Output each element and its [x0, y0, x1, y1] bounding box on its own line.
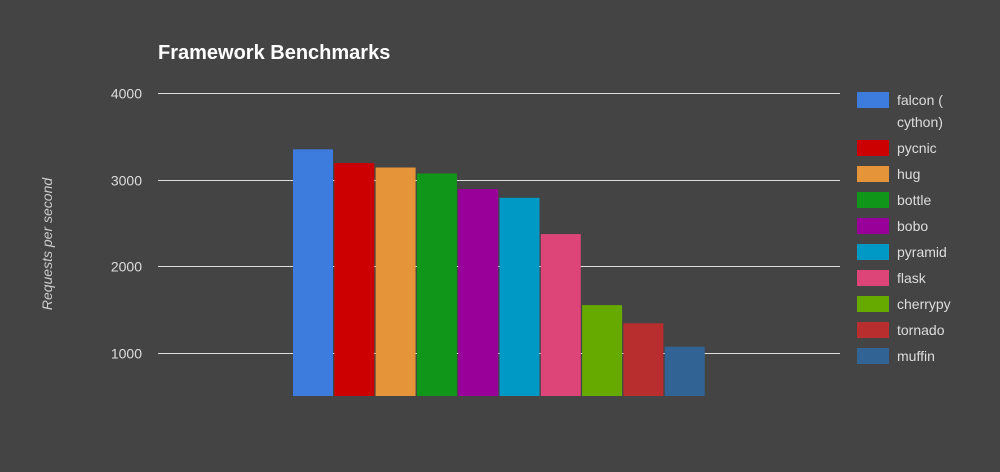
- legend-item: bottle: [857, 192, 931, 208]
- legend-label: pycnic: [897, 140, 937, 156]
- legend-item: cherrypy: [857, 296, 951, 312]
- bar-pycnic: [334, 163, 375, 396]
- legend-item: falcon ( cython): [857, 92, 943, 130]
- legend-swatch: [857, 296, 889, 312]
- bar-falcon-cython: [293, 149, 333, 396]
- legend-swatch: [857, 218, 889, 234]
- legend-swatch: [857, 322, 889, 338]
- legend-label: cython): [897, 114, 943, 130]
- bar-bobo: [458, 189, 499, 396]
- legend-swatch: [857, 244, 889, 260]
- bar-hug: [375, 167, 416, 396]
- y-axis-label: Requests per second: [39, 177, 55, 311]
- legend-swatch: [857, 192, 889, 208]
- legend-label: pyramid: [897, 244, 947, 260]
- legend-swatch: [857, 270, 889, 286]
- legend-label: bobo: [897, 218, 928, 234]
- y-tick-label: 4000: [111, 86, 142, 102]
- bar-bottle: [416, 173, 457, 396]
- legend-label: tornado: [897, 322, 945, 338]
- bars: [293, 149, 705, 396]
- legend-swatch: [857, 92, 889, 108]
- legend-label: hug: [897, 166, 920, 182]
- legend-swatch: [857, 166, 889, 182]
- legend-item: pycnic: [857, 140, 937, 156]
- bar-tornado: [623, 323, 664, 396]
- chart-title: Framework Benchmarks: [158, 42, 390, 64]
- y-tick-label: 3000: [111, 173, 142, 189]
- legend-label: flask: [897, 270, 927, 286]
- legend-item: hug: [857, 166, 920, 182]
- legend-swatch: [857, 140, 889, 156]
- bar-muffin: [664, 346, 705, 396]
- legend-item: tornado: [857, 322, 945, 338]
- bar-pyramid: [499, 197, 540, 396]
- y-tick-label: 1000: [111, 346, 142, 362]
- y-tick-label: 2000: [111, 259, 142, 275]
- legend-label: muffin: [897, 348, 935, 364]
- legend-item: pyramid: [857, 244, 947, 260]
- gridlines: 1000 2000 3000 4000: [111, 86, 840, 362]
- legend-label: bottle: [897, 192, 931, 208]
- legend-label: falcon (: [897, 92, 943, 108]
- legend-swatch: [857, 348, 889, 364]
- legend-label: cherrypy: [897, 296, 951, 312]
- legend-item: bobo: [857, 218, 928, 234]
- legend-item: muffin: [857, 348, 935, 364]
- bar-flask: [540, 234, 581, 396]
- legend-item: flask: [857, 270, 927, 286]
- bar-cherrypy: [582, 305, 623, 396]
- legend: falcon ( cython) pycnic hug bottle bobo pyrami…: [857, 92, 951, 364]
